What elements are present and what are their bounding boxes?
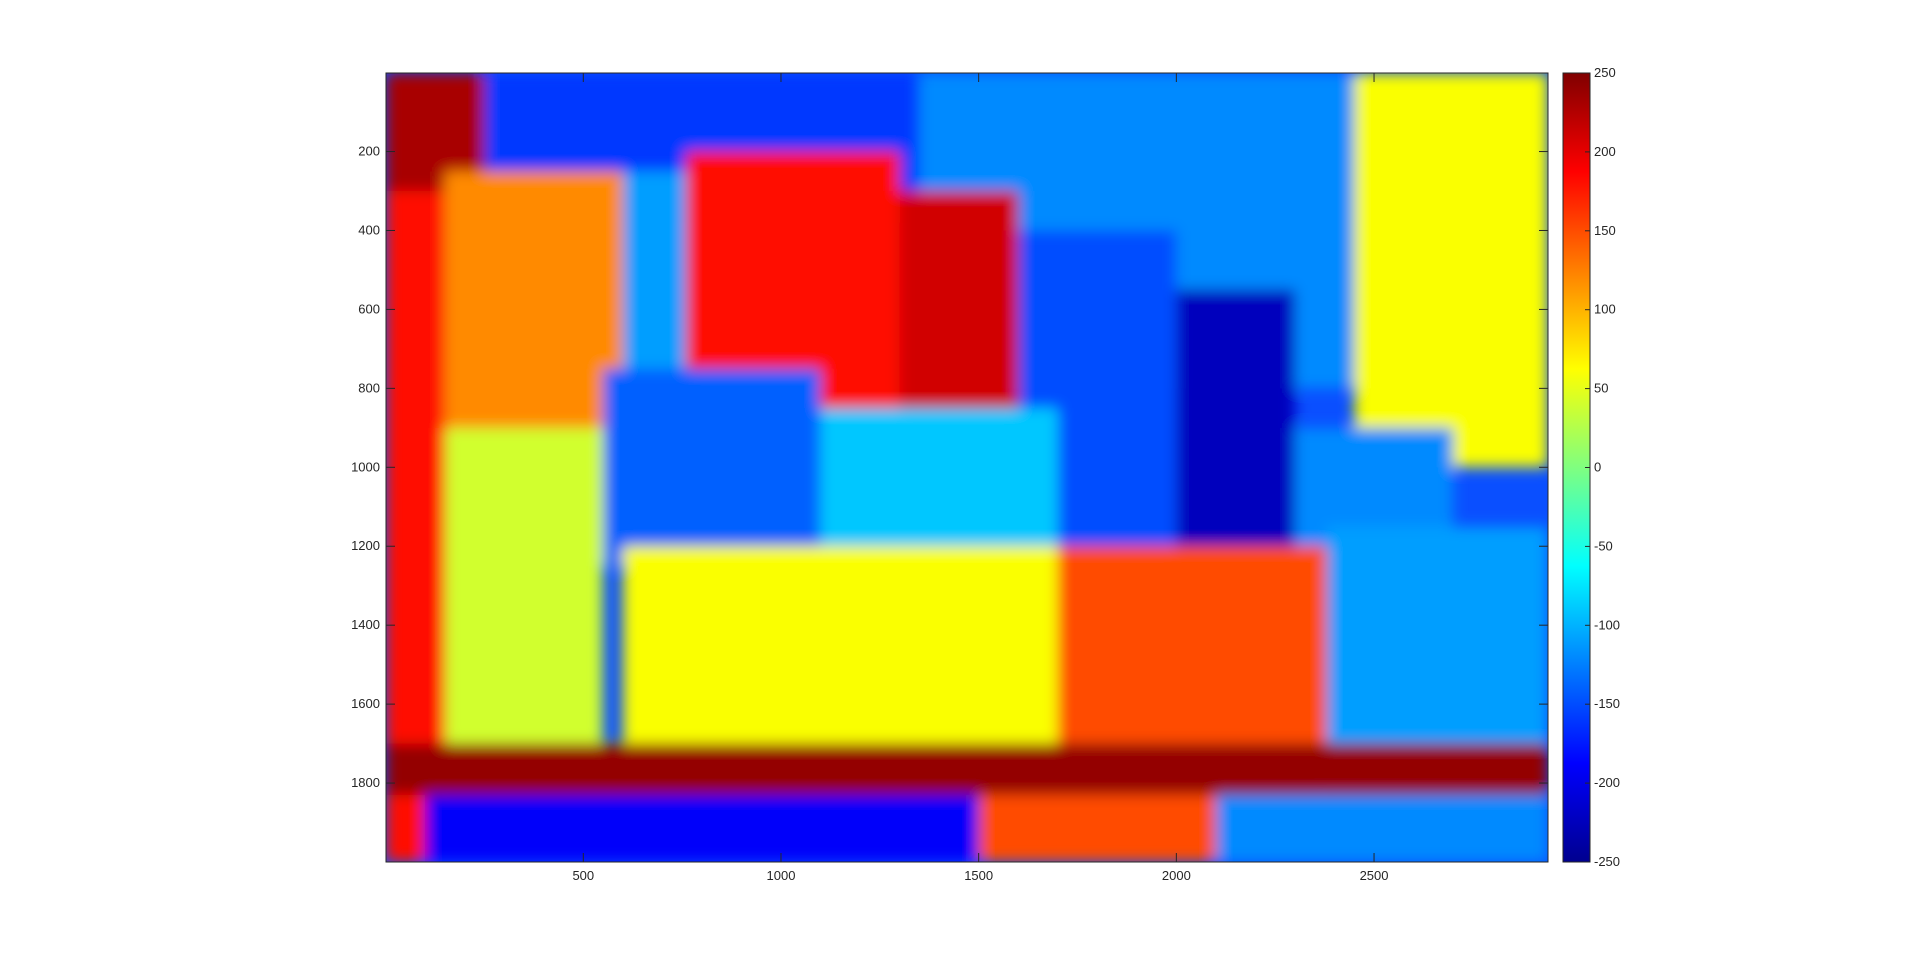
x-tick-label: 2000 xyxy=(1162,868,1191,883)
y-axis: 200 400 600 800 1000 1200 1400 1600 1800 xyxy=(351,144,1548,790)
heatmap-cells xyxy=(386,73,1548,862)
colorbar-tick-label: 100 xyxy=(1594,302,1616,317)
y-tick-label: 1400 xyxy=(351,617,380,632)
heatmap-region xyxy=(603,368,821,566)
x-axis: 500 1000 1500 2000 2500 xyxy=(572,73,1388,883)
y-tick-label: 800 xyxy=(358,380,380,395)
heatmap-region xyxy=(820,408,1058,566)
heatmap-region xyxy=(622,546,1058,744)
colorbar-tick-label: -250 xyxy=(1594,854,1620,869)
heatmap-region xyxy=(444,171,623,428)
colorbar-tick-label: -200 xyxy=(1594,775,1620,790)
heatmap-region xyxy=(425,794,979,862)
colorbar-tick-label: 0 xyxy=(1594,460,1601,475)
colorbar-tick-label: -150 xyxy=(1594,696,1620,711)
heatmap-region xyxy=(1215,794,1548,862)
colorbar-tick-label: 50 xyxy=(1594,381,1608,396)
x-tick-label: 500 xyxy=(572,868,594,883)
heatmap-region xyxy=(1176,289,1295,547)
heatmap-region xyxy=(978,794,1216,862)
heatmap-region xyxy=(444,427,604,784)
colorbar: 250 200 150 100 50 0 -50 -100 -150 -200 -250 xyxy=(1562,65,1620,869)
heatmap-region xyxy=(386,743,1548,795)
y-tick-label: 1200 xyxy=(351,538,380,553)
y-tick-label: 200 xyxy=(358,144,380,159)
y-tick-label: 1800 xyxy=(351,775,380,790)
y-tick-label: 1000 xyxy=(351,459,380,474)
x-tick-label: 2500 xyxy=(1360,868,1389,883)
colorbar-tick-label: -100 xyxy=(1594,617,1620,632)
y-tick-label: 600 xyxy=(358,301,380,316)
y-tick-label: 1600 xyxy=(351,696,380,711)
heatmap-region xyxy=(1354,73,1548,468)
colorbar-ticks: 250 200 150 100 50 0 -50 -100 -150 -200 -250 xyxy=(1585,65,1620,869)
heatmap-region xyxy=(899,191,1019,428)
colorbar-tick-label: 250 xyxy=(1594,65,1616,80)
colorbar-tick-label: 200 xyxy=(1594,144,1616,159)
x-tick-label: 1500 xyxy=(964,868,993,883)
x-tick-label: 1000 xyxy=(767,868,796,883)
heatmap-region xyxy=(1057,546,1327,744)
colorbar-tick-label: -50 xyxy=(1594,538,1613,553)
colorbar-tick-label: 150 xyxy=(1594,223,1616,238)
y-tick-label: 400 xyxy=(358,222,380,237)
heatmap-plot xyxy=(385,72,1549,863)
